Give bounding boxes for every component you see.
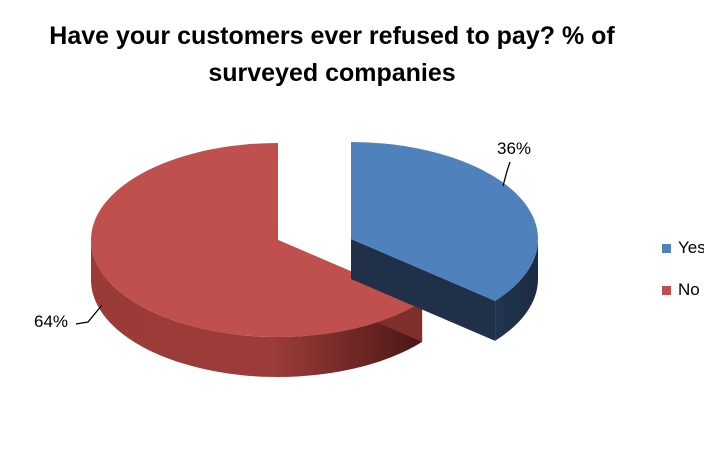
legend-label-yes: Yes	[678, 238, 704, 257]
data-label-no: 64%	[34, 312, 68, 331]
data-labels: 36% 64%	[34, 139, 531, 331]
leader-line-yes	[502, 161, 511, 187]
pie-slice-no	[90, 143, 423, 377]
data-label-yes: 36%	[497, 139, 531, 158]
slice-side-yes	[495, 239, 538, 341]
slice-top-no	[90, 143, 423, 337]
legend-swatch-no	[662, 285, 671, 295]
legend-label-no: No	[678, 280, 700, 299]
chart-title-line-1: Have your customers ever refused to pay?…	[49, 22, 615, 50]
pie-slices	[90, 142, 538, 377]
legend-item-yes: Yes	[662, 238, 704, 258]
chart-title: Have your customers ever refused to pay?…	[20, 18, 644, 92]
legend-item-no: No	[662, 280, 704, 300]
slice-face-yes	[351, 239, 496, 341]
pie-slice-yes	[351, 142, 538, 341]
chart-title-line-2: surveyed companies	[208, 59, 456, 87]
legend: Yes No	[662, 238, 704, 322]
slice-top-yes	[351, 142, 538, 301]
leader-line-no	[75, 304, 103, 325]
slice-side-no	[91, 240, 423, 377]
legend-swatch-yes	[662, 243, 671, 253]
